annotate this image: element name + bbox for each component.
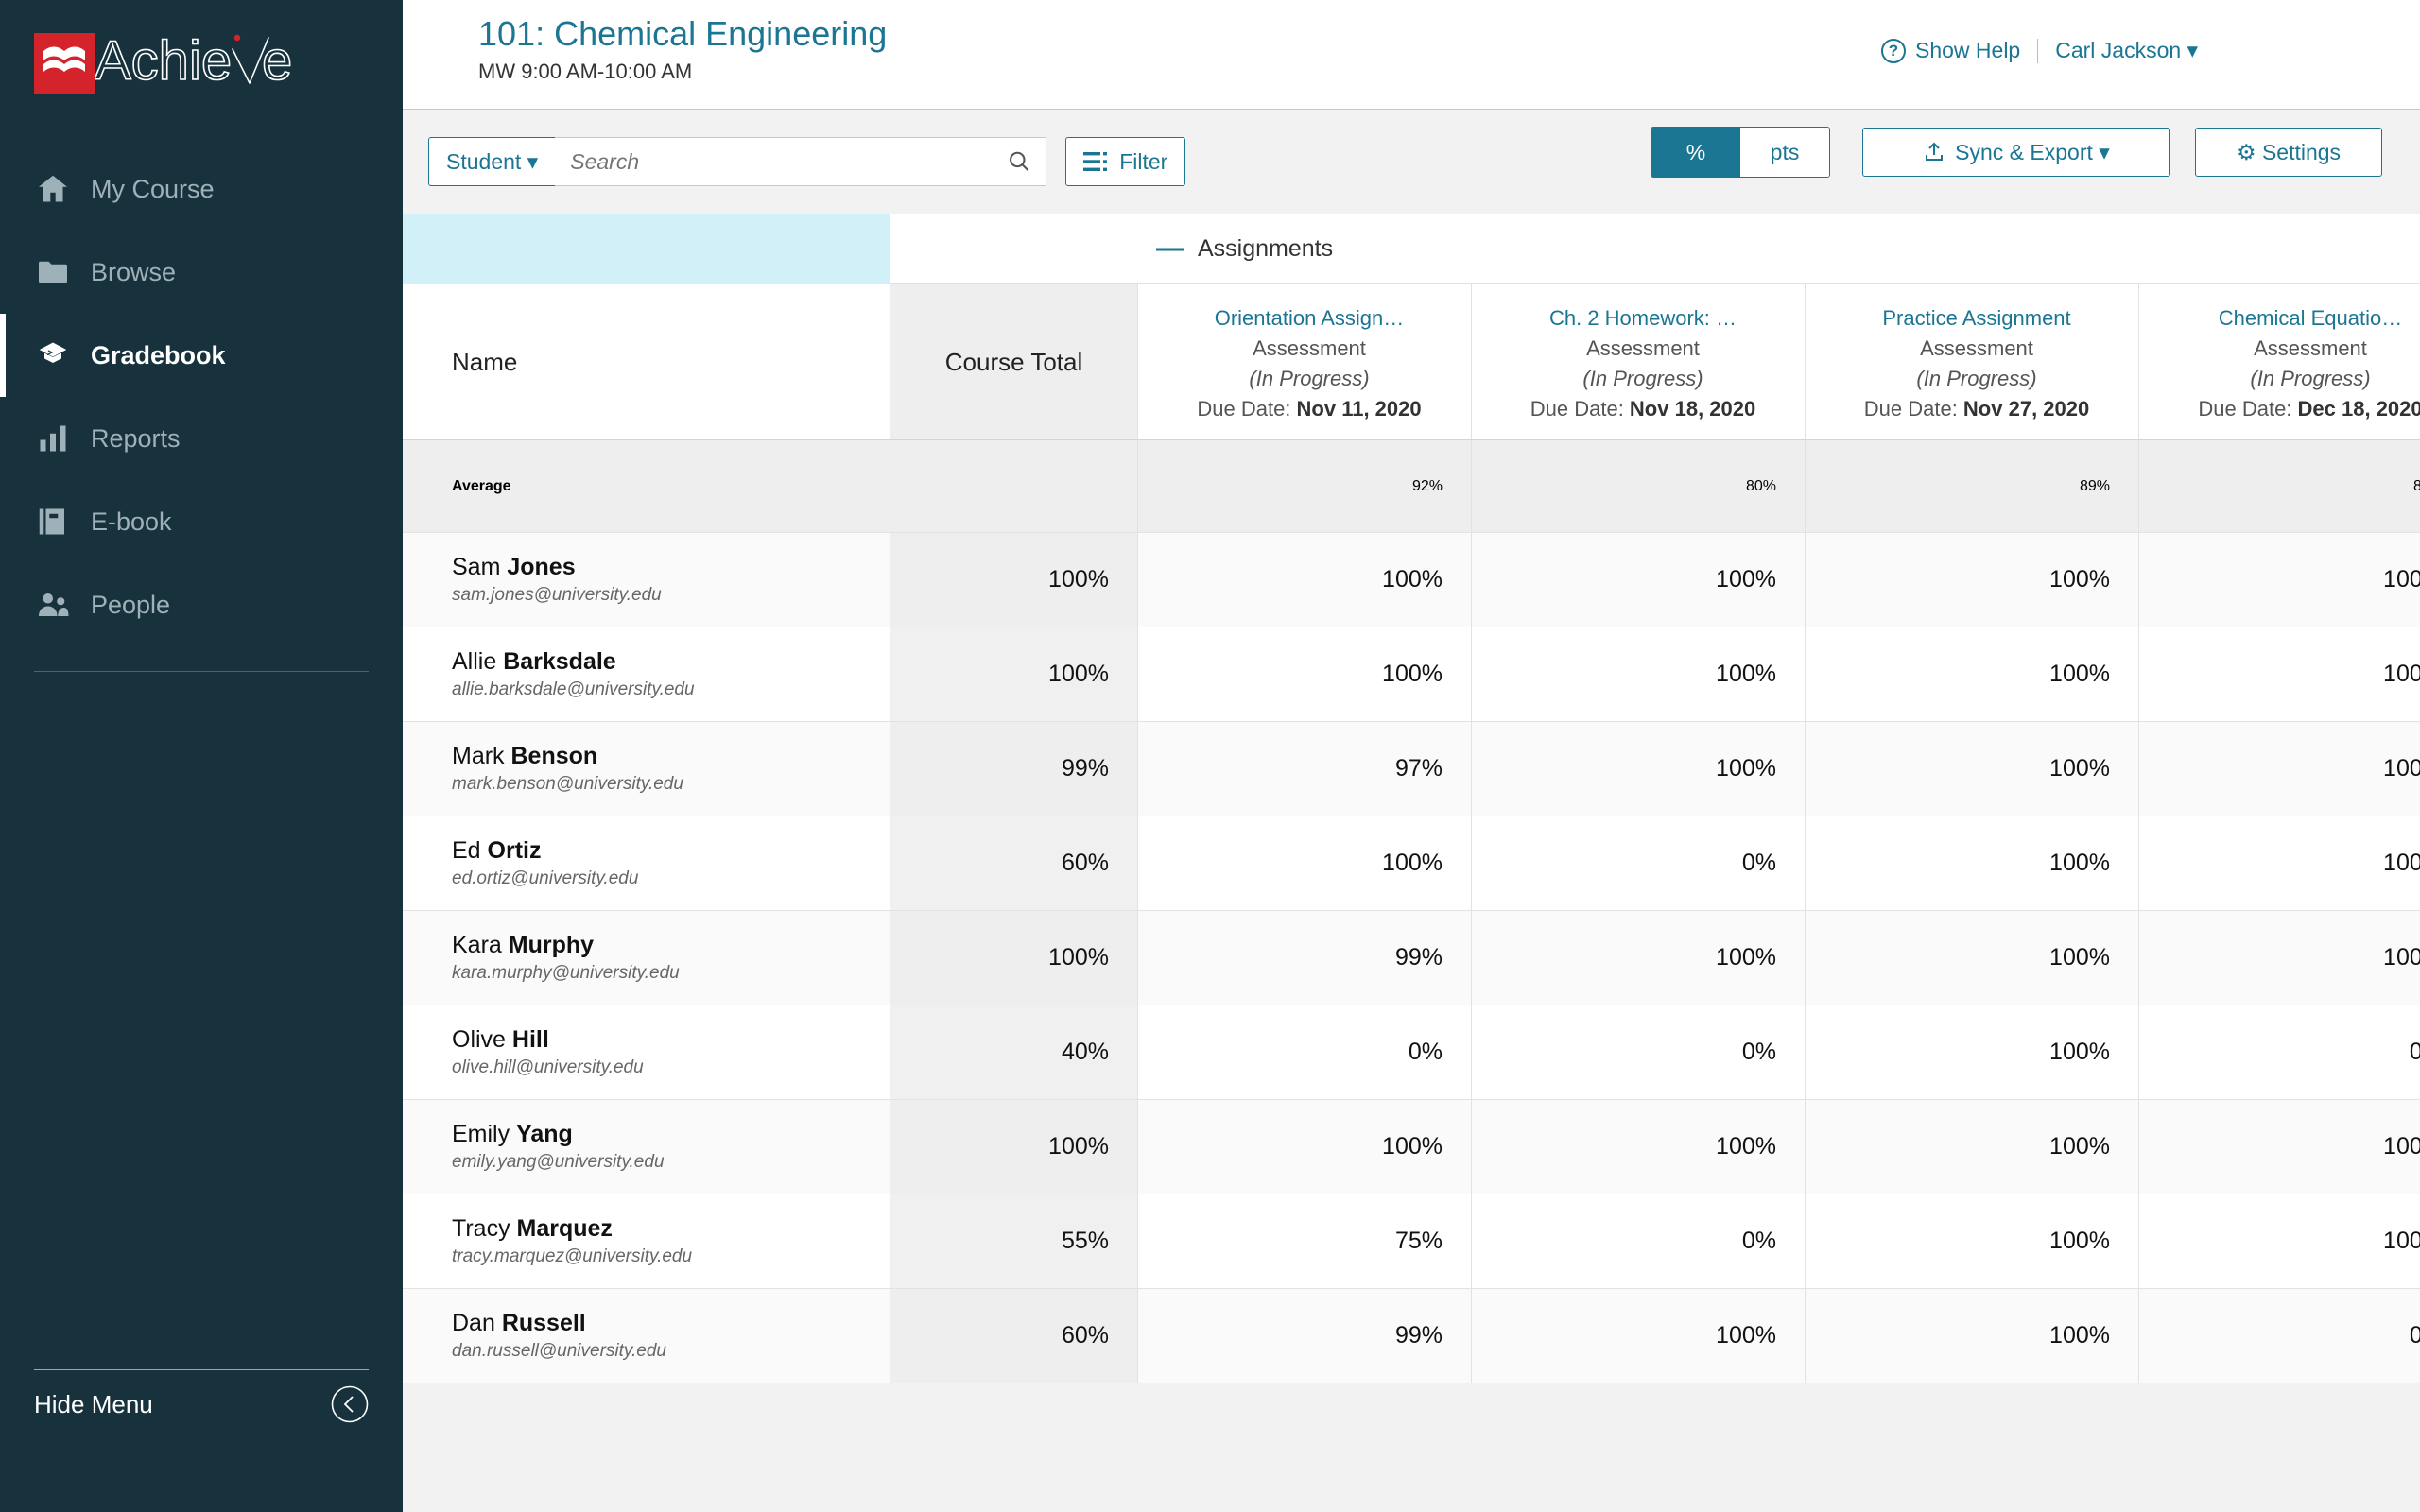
svg-text:Achie: Achie (95, 30, 232, 92)
svg-text:e: e (262, 30, 292, 92)
